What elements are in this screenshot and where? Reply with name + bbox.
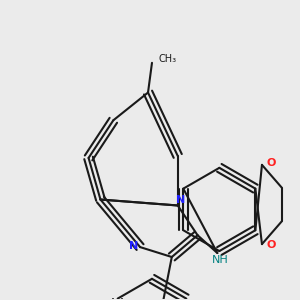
Text: O: O xyxy=(266,158,276,168)
Text: O: O xyxy=(266,240,276,250)
Text: N: N xyxy=(176,194,185,205)
Text: CH₃: CH₃ xyxy=(159,54,177,64)
Text: NH: NH xyxy=(212,255,229,265)
Text: N: N xyxy=(128,241,138,251)
